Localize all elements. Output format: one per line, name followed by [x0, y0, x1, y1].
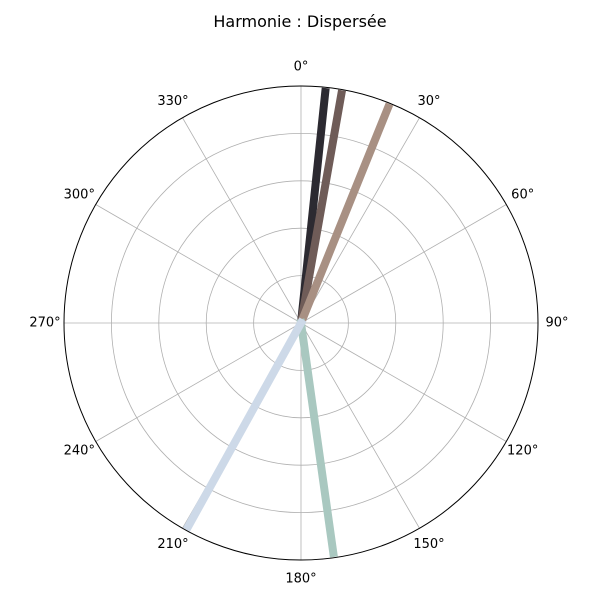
polar-frame	[63, 85, 539, 561]
series-layer	[182, 87, 394, 558]
angle-tick-label: 330°	[157, 94, 188, 109]
grid-spoke	[300, 204, 507, 324]
grid-spoke	[300, 322, 507, 442]
grid-spoke	[95, 322, 302, 442]
angle-tick-label: 0°	[294, 60, 309, 75]
chart-title: Harmonie : Dispersée	[213, 12, 387, 31]
series-line-3	[295, 102, 394, 329]
series-line-2	[296, 89, 346, 328]
angle-tick-label: 90°	[545, 316, 568, 331]
angle-tick-label: 180°	[285, 572, 316, 587]
angle-tick-label: 150°	[413, 537, 444, 552]
grid-spoke	[182, 117, 302, 324]
angle-tick-label: 30°	[417, 94, 440, 109]
grid-spoke	[300, 117, 420, 324]
angle-tick-label: 60°	[511, 188, 534, 203]
angle-tick-label: 300°	[64, 188, 95, 203]
tick-label-layer: 0° 30° 60° 90° 120° 150° 180° 210° 240° 270° 300° 3…	[29, 60, 568, 587]
series-line-5	[182, 317, 307, 532]
grid-spoke	[95, 204, 302, 324]
angle-tick-label: 120°	[507, 444, 538, 459]
grid-spoke	[300, 322, 420, 529]
angle-tick-label: 240°	[64, 444, 95, 459]
angle-tick-label: 270°	[29, 316, 60, 331]
grid-layer	[63, 85, 539, 561]
angle-tick-label: 210°	[157, 537, 188, 552]
series-line-4	[296, 318, 338, 558]
